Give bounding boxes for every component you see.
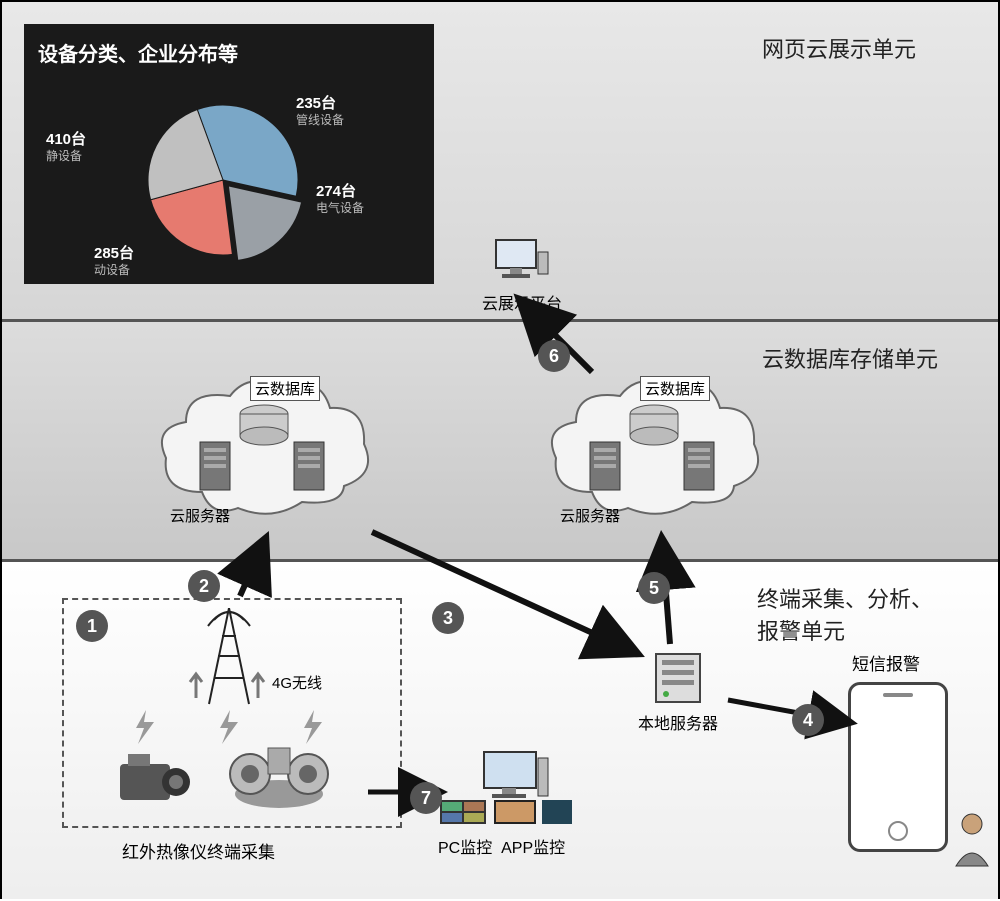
wireless-label: 4G无线 xyxy=(272,672,322,693)
pie-wrap: 410台静设备 235台管线设备 274台电气设备 285台动设备 xyxy=(38,75,420,275)
pie-slice-label: 274台电气设备 xyxy=(316,183,364,215)
section-label-bot: 终端采集、分析、 报警单元 xyxy=(757,582,933,646)
step-badge-1: 1 xyxy=(76,610,108,642)
step-badge-7: 7 xyxy=(410,782,442,814)
cloud-db-label: 云数据库 xyxy=(640,376,710,401)
pie-slice-label: 285台动设备 xyxy=(94,245,134,277)
ptz-camera-icon xyxy=(214,744,344,816)
pie-slice-label: 235台管线设备 xyxy=(296,95,344,127)
pc-monitor-label: PC监控 xyxy=(438,840,492,857)
pie-title: 设备分类、企业分布等 xyxy=(38,38,420,67)
step-badge-2: 2 xyxy=(188,570,220,602)
phone-icon xyxy=(848,682,948,852)
pc-app-monitor xyxy=(438,750,578,826)
pie-slice-label: 410台静设备 xyxy=(46,131,86,163)
step-badge-4: 4 xyxy=(792,704,824,736)
cloud-left: 云数据库云服务器 xyxy=(152,372,372,532)
cloud-db-label: 云数据库 xyxy=(250,376,320,401)
app-monitor-label: APP监控 xyxy=(501,840,565,857)
local-server: 本地服务器 xyxy=(638,650,718,734)
lightning-icon xyxy=(214,710,242,744)
cloud-right: 云数据库云服务器 xyxy=(542,372,762,532)
person-icon xyxy=(952,812,992,868)
terminal-label: 红外热像仪终端采集 xyxy=(122,838,275,863)
section-label-mid: 云数据库存储单元 xyxy=(762,342,938,374)
cloud-server-label: 云服务器 xyxy=(560,505,620,526)
diagram-canvas: 网页云展示单元 云数据库存储单元 终端采集、分析、 报警单元 设备分类、企业分布… xyxy=(0,0,1000,899)
display-platform-label: 云展示平台 xyxy=(482,290,562,314)
lightning-icon xyxy=(298,710,326,744)
up-arrow-icon xyxy=(188,670,204,700)
lightning-icon xyxy=(130,710,158,744)
cloud-server-label: 云服务器 xyxy=(170,505,230,526)
display-platform: 云展示平台 xyxy=(482,238,562,314)
local-server-label: 本地服务器 xyxy=(638,710,718,734)
desktop-icon xyxy=(494,238,550,286)
step-badge-3: 3 xyxy=(432,602,464,634)
pie-chart xyxy=(128,85,318,275)
up-arrow-icon xyxy=(250,670,266,700)
pie-slice xyxy=(228,186,301,260)
section-label-top: 网页云展示单元 xyxy=(762,32,916,64)
sms-alarm-label: 短信报警 xyxy=(852,650,920,675)
server-icon xyxy=(652,650,704,706)
step-badge-6: 6 xyxy=(538,340,570,372)
step-badge-5: 5 xyxy=(638,572,670,604)
pie-panel: 设备分类、企业分布等 410台静设备 235台管线设备 274台电气设备 285台动设… xyxy=(24,24,434,284)
thermal-camera-icon xyxy=(114,750,194,810)
terminal-box: 4G无线 xyxy=(62,598,402,828)
